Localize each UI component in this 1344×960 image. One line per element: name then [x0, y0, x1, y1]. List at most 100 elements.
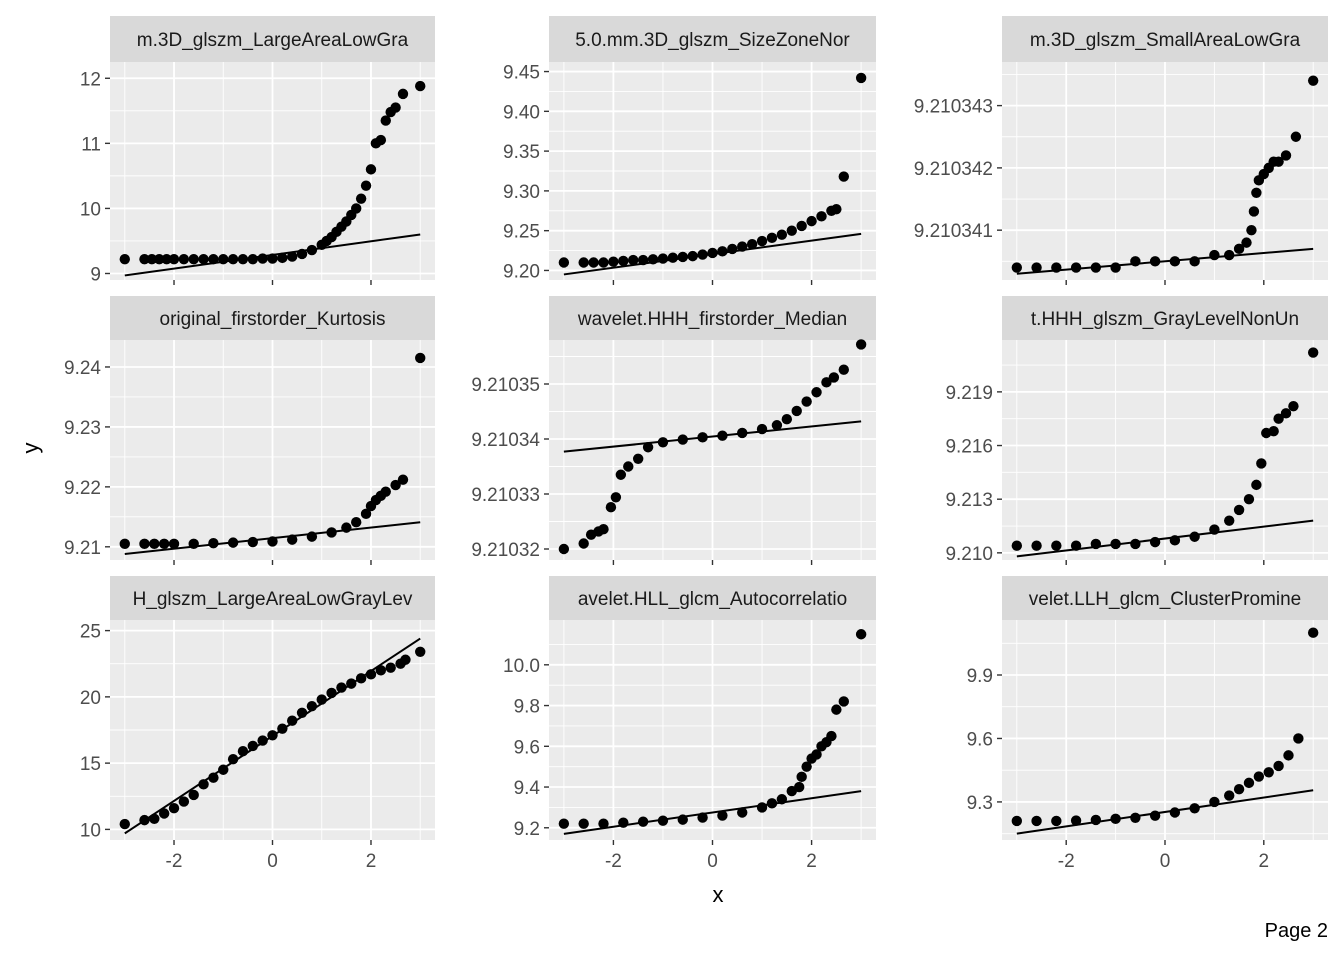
x-tick-label: 0	[707, 851, 718, 872]
y-tick-label: 9.210343	[914, 97, 993, 118]
qq-point	[1130, 538, 1141, 550]
y-tick-label: 9.35	[503, 142, 540, 163]
y-tick-label: 9.216	[945, 437, 993, 458]
qq-point	[286, 251, 298, 262]
qq-point	[796, 771, 807, 783]
qq-point	[247, 253, 259, 265]
qq-point	[146, 253, 158, 265]
qq-point	[855, 72, 867, 84]
qq-point	[598, 818, 609, 829]
qq-point	[615, 469, 627, 480]
qq-points	[1011, 347, 1319, 551]
qq-point	[346, 678, 357, 689]
qq-point	[400, 654, 411, 665]
qq-point	[139, 814, 150, 826]
qq-point	[355, 673, 367, 684]
facet-strip	[549, 16, 876, 62]
qq-point	[707, 247, 718, 259]
qq-point	[1149, 256, 1161, 267]
y-tick-label: 11	[81, 134, 101, 155]
qq-point	[380, 486, 391, 497]
qq-point	[168, 253, 180, 265]
qq-point	[657, 253, 669, 264]
qq-point	[1189, 256, 1200, 267]
qq-point	[1280, 408, 1292, 419]
qq-point	[637, 254, 649, 266]
qq-point	[296, 707, 308, 718]
qq-point	[1090, 814, 1102, 826]
qq-point	[831, 203, 842, 215]
qq-point	[598, 524, 609, 535]
gridlines	[1002, 340, 1328, 560]
qq-point	[1110, 262, 1121, 273]
qq-point	[390, 102, 401, 113]
qq-point	[687, 250, 698, 262]
qq-point	[821, 377, 832, 388]
qq-point	[178, 796, 190, 807]
qq-point	[360, 180, 372, 191]
qq-point	[168, 802, 180, 814]
qq-point	[119, 538, 130, 550]
qq-point	[828, 372, 840, 383]
qq-point	[838, 364, 849, 375]
y-tick-label: 9.213	[945, 490, 993, 511]
qq-point	[1224, 515, 1235, 526]
qq-point	[198, 253, 209, 265]
y-tick-label: 9.21032	[471, 540, 540, 561]
qq-point	[771, 420, 783, 431]
qq-point	[697, 812, 708, 823]
qq-point	[816, 211, 827, 222]
qq-point	[855, 339, 867, 350]
qq-point	[168, 538, 180, 550]
facet-strip	[110, 296, 435, 340]
qq-point	[267, 730, 278, 741]
y-tick-label: 25	[80, 622, 101, 643]
x-tick-label: 0	[1160, 851, 1171, 872]
qq-reference-line	[563, 420, 862, 453]
y-tick-label: 9.4	[514, 778, 541, 799]
facet-strip	[549, 296, 876, 340]
qq-reference-line	[1016, 519, 1314, 558]
qq-point	[237, 253, 249, 265]
qq-point	[618, 255, 629, 267]
qq-point	[1246, 224, 1257, 236]
qq-point	[1283, 750, 1294, 761]
qq-point	[1209, 524, 1220, 535]
qq-point	[578, 818, 589, 829]
qq-points	[1011, 75, 1319, 273]
y-tick-label: 9.21033	[471, 485, 540, 506]
qq-point	[1233, 784, 1245, 795]
qq-point	[588, 257, 599, 268]
qq-point	[336, 682, 347, 693]
qq-point	[811, 387, 822, 398]
y-tick-label: 9.45	[503, 63, 540, 84]
x-tick-label: -2	[166, 851, 183, 872]
qq-point	[1051, 815, 1062, 827]
qq-point	[1293, 733, 1304, 744]
qq-point	[756, 423, 768, 435]
qq-point	[257, 735, 268, 746]
facet-title: m.3D_glszm_LargeAreaLowGra	[137, 30, 409, 51]
qq-point	[355, 193, 367, 204]
qq-point	[1011, 540, 1023, 551]
y-tick-label: 9.21034	[471, 430, 540, 451]
y-tick-label: 9.6	[514, 737, 540, 758]
qq-point	[1256, 458, 1267, 469]
qq-point	[277, 723, 288, 734]
qq-point	[1070, 262, 1082, 273]
y-tick-label: 10	[80, 199, 101, 220]
qq-point	[628, 254, 639, 266]
x-axis-title: x	[713, 882, 724, 907]
qq-point	[776, 229, 788, 240]
qq-point	[1031, 262, 1042, 273]
y-tick-label: 9.22	[64, 478, 101, 499]
y-tick-label: 9.210	[945, 544, 993, 565]
qq-point	[737, 427, 748, 439]
qq-point	[208, 253, 219, 265]
qq-point	[1233, 504, 1245, 516]
qq-point	[1253, 771, 1265, 782]
x-tick-label: -2	[605, 851, 622, 872]
qq-point	[188, 789, 199, 801]
y-tick-label: 10.0	[503, 656, 540, 677]
qq-point	[801, 396, 812, 407]
